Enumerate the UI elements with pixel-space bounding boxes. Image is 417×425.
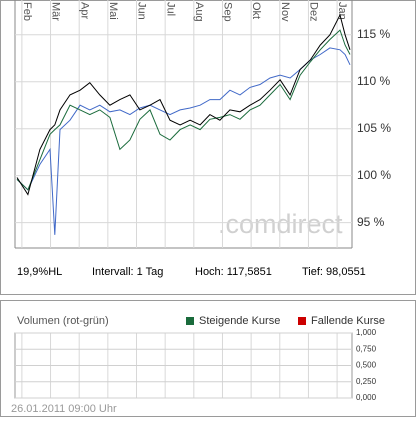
legend-swatch xyxy=(186,317,194,325)
x-tick-label: Mai xyxy=(107,2,119,20)
legend-label: Fallende Kurse xyxy=(311,315,385,327)
legend-label: Steigende Kurse xyxy=(199,315,280,327)
y-tick-label: 105 % xyxy=(357,121,391,135)
y-tick-label: 0,500 xyxy=(356,361,377,370)
x-tick-label: Jan xyxy=(336,2,348,20)
volume-title: Volumen (rot-grün) xyxy=(17,315,109,327)
y-tick-label: 110 % xyxy=(357,74,390,88)
y-tick-label: 100 % xyxy=(357,168,391,182)
y-tick-label: 1,000 xyxy=(356,328,377,337)
watermark: .comdirect xyxy=(218,209,343,239)
info-text: Hoch: 117,5851 xyxy=(195,266,272,278)
x-tick-label: Mär xyxy=(50,2,62,21)
x-tick-label: Apr xyxy=(78,2,90,19)
x-tick-label: Jul xyxy=(164,2,176,16)
top-panel xyxy=(0,0,416,295)
info-text: Tief: 98,0551 xyxy=(302,266,366,278)
y-tick-label: 0,250 xyxy=(356,377,377,386)
bottom-panel xyxy=(0,300,416,417)
x-tick-label: Dez xyxy=(308,2,320,22)
x-tick-label: Nov xyxy=(279,2,291,22)
x-tick-label: Aug xyxy=(193,2,205,22)
info-text: 19,9%HL xyxy=(17,266,62,278)
x-tick-label: Sep xyxy=(222,2,234,22)
x-tick-label: Feb xyxy=(21,2,33,21)
x-tick-label: Okt xyxy=(250,2,262,19)
series-line xyxy=(16,29,351,191)
x-tick-label: Jun xyxy=(136,2,148,20)
y-tick-label: 0,750 xyxy=(356,344,377,353)
y-tick-label: 95 % xyxy=(357,215,385,229)
y-tick-label: 115 % xyxy=(357,27,390,41)
footnote: 26.01.2011 09:00 Uhr xyxy=(11,403,117,415)
legend-swatch xyxy=(298,317,306,325)
series-line xyxy=(16,13,351,196)
info-text: Intervall: 1 Tag xyxy=(92,266,163,278)
y-tick-label: 0,000 xyxy=(356,393,377,402)
